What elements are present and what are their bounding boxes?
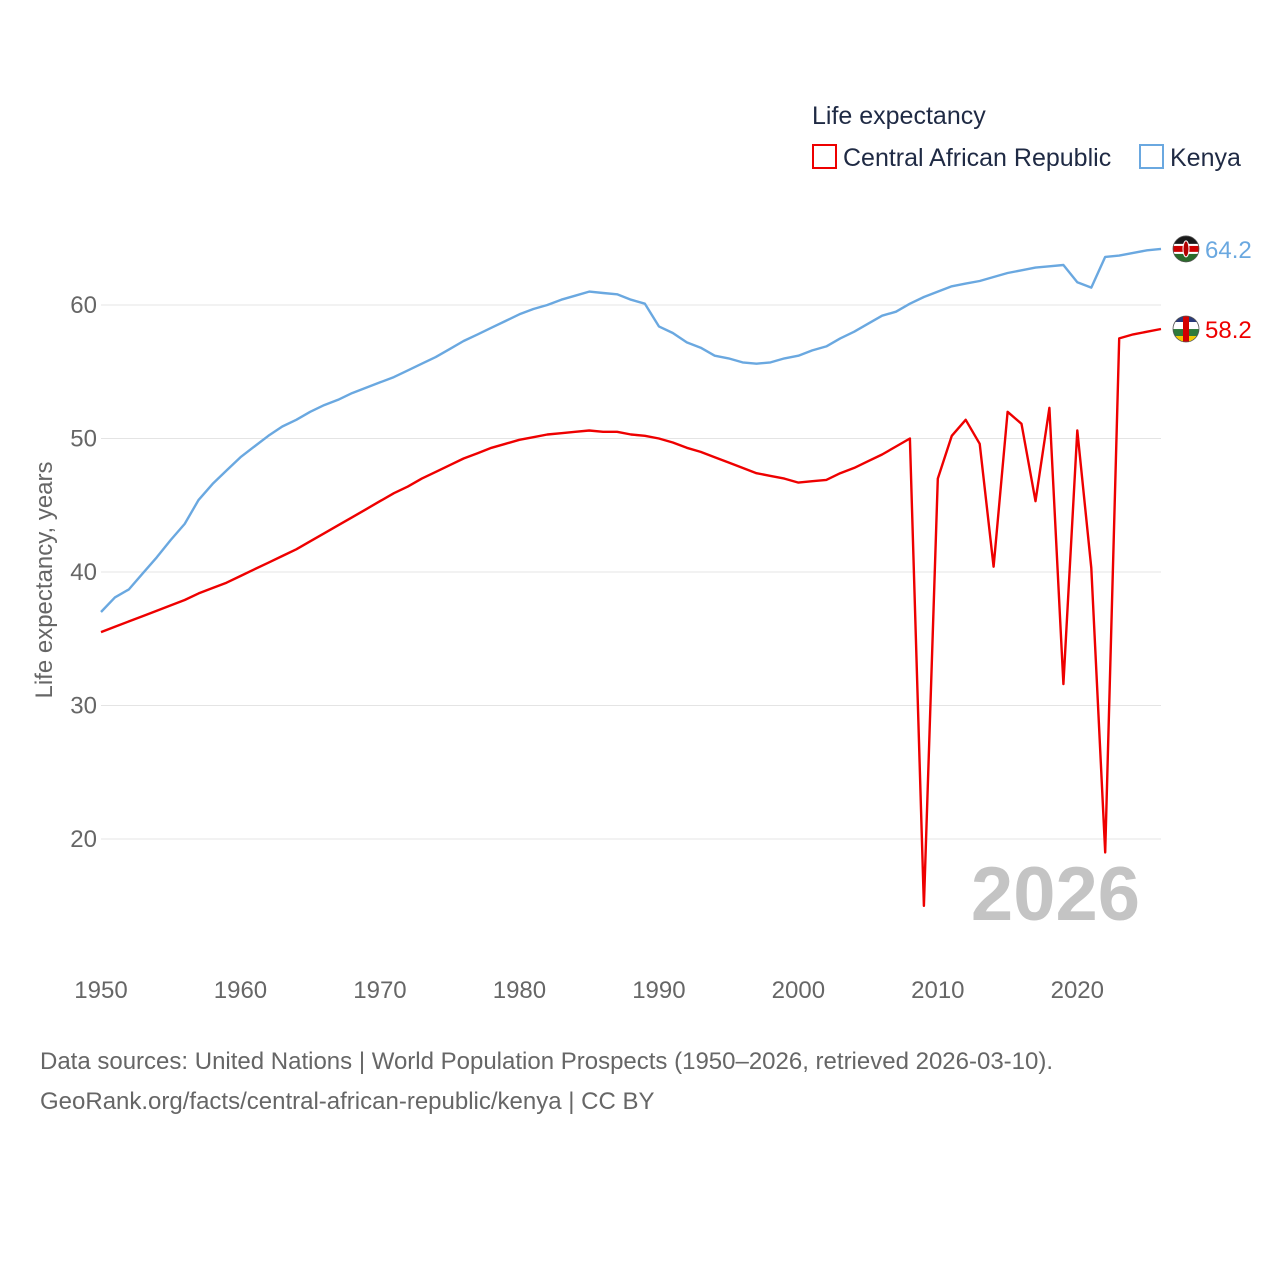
legend-label-car[interactable]: Central African Republic: [843, 144, 1111, 172]
y-tick-label: 40: [70, 559, 97, 586]
series-end-markers: 64.2 58.2: [1172, 235, 1252, 344]
end-label-kenya: 64.2: [1205, 237, 1252, 264]
x-tick-label: 1980: [493, 977, 546, 1004]
line-chart: 20 30 40 50 60 1950 1960 1970 1980 1990 2000 2010 20…: [31, 102, 1252, 1004]
central-african-republic-flag-icon: [1172, 315, 1200, 343]
legend: Life expectancy Central African Republic…: [812, 102, 1241, 172]
legend-title: Life expectancy: [812, 102, 986, 130]
end-label-car: 58.2: [1205, 317, 1252, 344]
kenya-flag-icon: [1172, 235, 1200, 263]
x-tick-label: 1970: [353, 977, 406, 1004]
y-axis-title: Life expectancy, years: [31, 461, 58, 698]
legend-label-kenya[interactable]: Kenya: [1170, 144, 1241, 172]
x-tick-label: 1960: [214, 977, 267, 1004]
y-tick-label: 20: [70, 826, 97, 853]
x-tick-label: 2010: [911, 977, 964, 1004]
x-tick-label: 2000: [772, 977, 825, 1004]
legend-swatch-car[interactable]: [812, 144, 837, 169]
series-line-central-african-republic[interactable]: [100, 327, 1162, 907]
x-tick-label: 2020: [1051, 977, 1104, 1004]
y-tick-label: 60: [70, 292, 97, 319]
source-line-1: Data sources: United Nations | World Pop…: [40, 1048, 1054, 1075]
source-note: Data sources: United Nations | World Pop…: [40, 1042, 1260, 1122]
axis-ticks: 20 30 40 50 60 1950 1960 1970 1980 1990 2000 2010 20…: [70, 292, 1104, 1004]
source-line-2[interactable]: GeoRank.org/facts/central-african-republ…: [40, 1088, 655, 1115]
legend-swatch-kenya[interactable]: [1139, 144, 1164, 169]
gridlines: [101, 304, 1161, 840]
x-tick-label: 1990: [632, 977, 685, 1004]
series-line-kenya[interactable]: [100, 247, 1162, 613]
series-lines: [100, 247, 1162, 907]
x-tick-label: 1950: [74, 977, 127, 1004]
y-tick-label: 30: [70, 693, 97, 720]
year-watermark: 2026: [971, 852, 1140, 937]
y-tick-label: 50: [70, 426, 97, 453]
